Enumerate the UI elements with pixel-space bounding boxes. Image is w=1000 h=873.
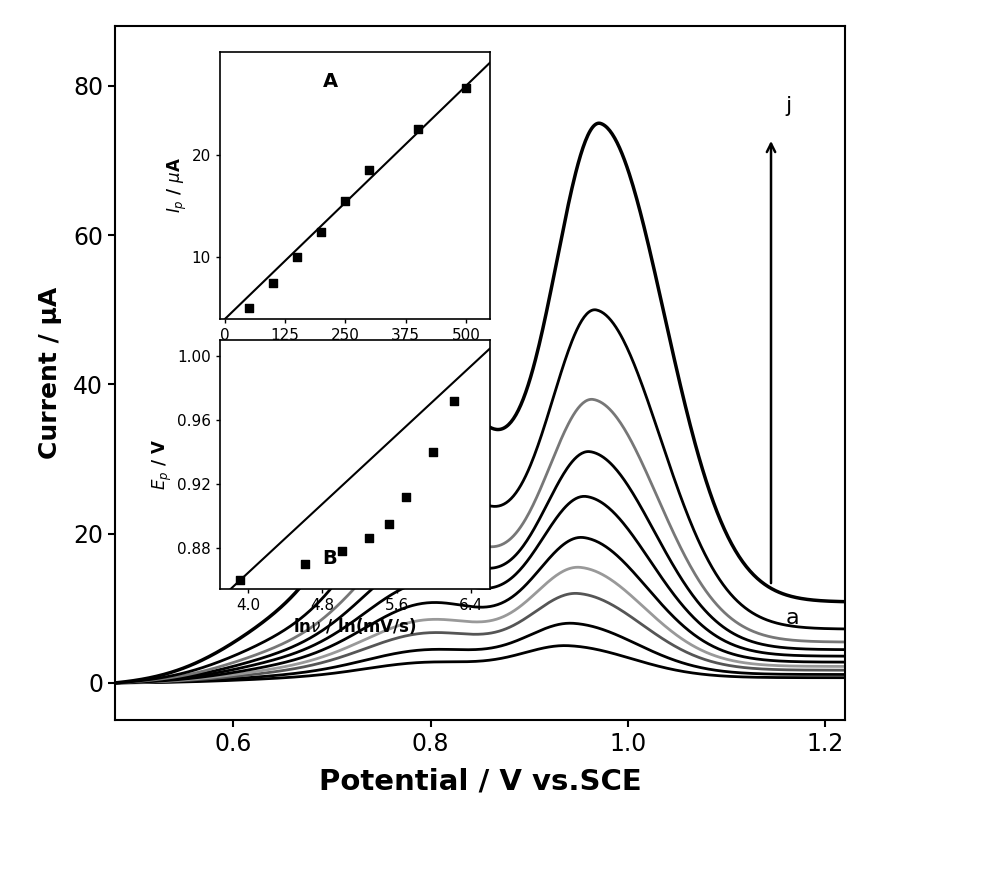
Point xyxy=(241,301,257,315)
Point xyxy=(232,573,248,587)
Point xyxy=(361,532,377,546)
Point xyxy=(446,394,462,408)
Y-axis label: $E_p$ / V: $E_p$ / V xyxy=(151,439,174,491)
X-axis label: $\nu$ / mV/s: $\nu$ / mV/s xyxy=(318,346,392,363)
Point xyxy=(410,122,426,136)
Y-axis label: Current / μA: Current / μA xyxy=(38,287,62,459)
Y-axis label: $I_p$ / $\mu$A: $I_p$ / $\mu$A xyxy=(166,158,189,213)
Point xyxy=(289,251,305,265)
Point xyxy=(425,445,441,459)
X-axis label: Potential / V vs.SCE: Potential / V vs.SCE xyxy=(319,767,641,795)
Point xyxy=(337,194,353,208)
Text: a: a xyxy=(786,608,799,629)
Point xyxy=(313,224,329,238)
Text: j: j xyxy=(786,96,792,116)
Point xyxy=(361,163,377,177)
Text: A: A xyxy=(323,72,338,91)
Point xyxy=(381,517,397,531)
X-axis label: ln$\nu$ / ln(mV/s): ln$\nu$ / ln(mV/s) xyxy=(293,616,417,636)
Point xyxy=(334,544,350,558)
Point xyxy=(398,490,414,504)
Text: B: B xyxy=(323,549,337,568)
Point xyxy=(297,557,313,571)
Point xyxy=(265,276,281,290)
Point xyxy=(458,81,474,95)
